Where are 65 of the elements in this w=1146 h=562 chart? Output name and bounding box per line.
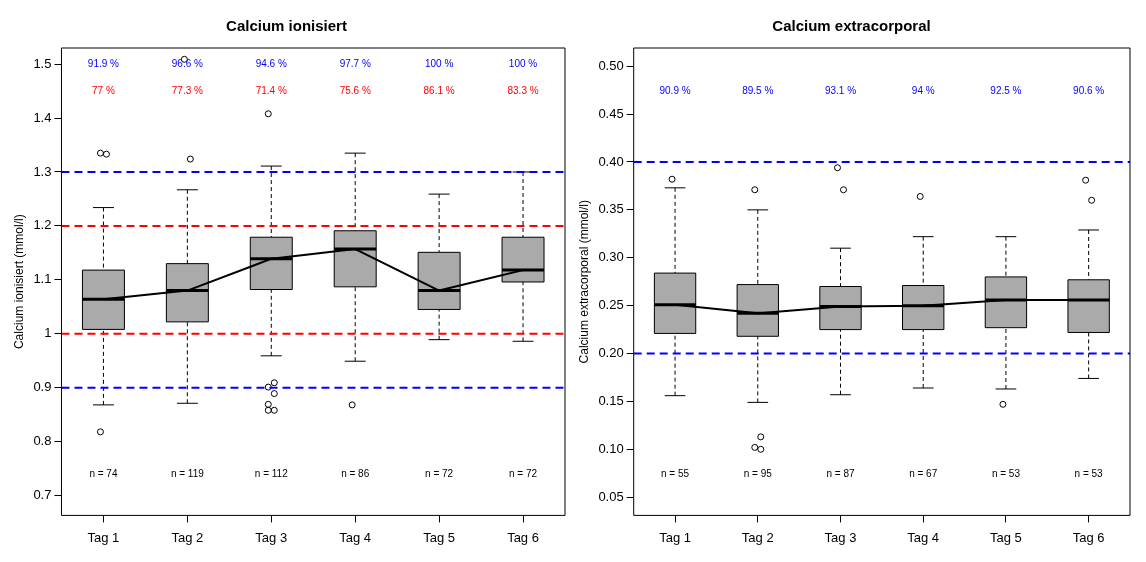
- annotation: n = 67: [909, 468, 938, 480]
- x-tick-label: Tag 5: [990, 529, 1022, 545]
- y-axis-title: Calcium ionisiert (mmol/l): [11, 214, 26, 350]
- annotation: 94 %: [911, 84, 935, 96]
- y-tick-label: 0.40: [598, 153, 624, 169]
- x-tick-label: Tag 4: [339, 529, 372, 545]
- annotation: 97.7 %: [339, 58, 371, 70]
- y-tick-label: 0.45: [598, 105, 624, 121]
- chart-title: Calcium extracorporal: [772, 17, 931, 35]
- annotation: 83.3 %: [507, 84, 539, 96]
- x-tick-label: Tag 3: [255, 529, 288, 545]
- y-tick-label: 0.25: [598, 297, 624, 313]
- y-tick-label: 1.1: [33, 271, 52, 287]
- y-axis-title: Calcium extracorporal (mmol/l): [576, 200, 591, 364]
- annotation: 77 %: [92, 84, 115, 96]
- annotation: 77.3 %: [171, 84, 204, 96]
- y-tick-label: 0.10: [598, 440, 624, 456]
- x-tick-label: Tag 5: [423, 529, 456, 545]
- annotation: 92.5 %: [990, 84, 1022, 96]
- annotation: 91.9 %: [87, 58, 120, 70]
- annotation: n = 119: [170, 468, 205, 480]
- y-tick-label: 0.15: [598, 393, 624, 408]
- y-tick-label: 0.7: [33, 487, 52, 503]
- annotation: 93.1 %: [824, 84, 857, 96]
- annotation: n = 95: [743, 468, 773, 480]
- annotation: 100 %: [508, 58, 538, 70]
- x-tick-label: Tag 3: [824, 529, 857, 545]
- annotation: n = 87: [826, 468, 855, 480]
- annotation: 100 %: [424, 58, 454, 70]
- x-tick-label: Tag 6: [507, 529, 539, 545]
- annotation: 71.4 %: [255, 84, 287, 96]
- annotation: n = 53: [991, 468, 1021, 480]
- annotation: n = 53: [1074, 468, 1104, 480]
- y-tick-label: 0.20: [598, 345, 624, 361]
- y-tick-label: 0.35: [598, 201, 624, 217]
- annotation: n = 74: [89, 468, 118, 480]
- annotation: 90.9 %: [659, 84, 691, 96]
- annotation: 94.6 %: [255, 58, 287, 70]
- y-tick-label: 0.50: [598, 57, 624, 73]
- annotation: n = 112: [254, 468, 289, 480]
- annotation: 96.6 %: [171, 58, 204, 70]
- x-tick-label: Tag 1: [87, 529, 120, 545]
- annotation: n = 86: [341, 468, 370, 480]
- y-tick-label: 1: [44, 325, 52, 341]
- annotation: n = 72: [425, 468, 454, 480]
- y-tick-label: 1.4: [33, 109, 52, 125]
- y-tick-label: 0.8: [33, 433, 52, 449]
- annotation: 90.6 %: [1073, 84, 1105, 96]
- x-tick-label: Tag 4: [907, 529, 940, 545]
- y-tick-label: 0.05: [598, 488, 624, 504]
- x-tick-label: Tag 1: [659, 529, 691, 545]
- y-tick-label: 0.30: [598, 249, 624, 265]
- y-tick-label: 1.2: [33, 217, 52, 233]
- y-tick-label: 1.3: [33, 163, 52, 179]
- x-tick-label: Tag 2: [741, 529, 774, 545]
- annotation: 89.5 %: [742, 84, 774, 96]
- annotation: n = 72: [508, 468, 538, 480]
- x-tick-label: Tag 6: [1072, 529, 1105, 545]
- y-tick-label: 0.9: [33, 379, 52, 395]
- annotation: n = 55: [661, 468, 690, 480]
- annotation: 75.6 %: [339, 84, 371, 96]
- chart-title: Calcium ionisiert: [226, 17, 347, 35]
- y-tick-label: 1.5: [33, 55, 52, 71]
- annotation: 86.1 %: [423, 84, 455, 96]
- x-tick-label: Tag 2: [171, 529, 204, 545]
